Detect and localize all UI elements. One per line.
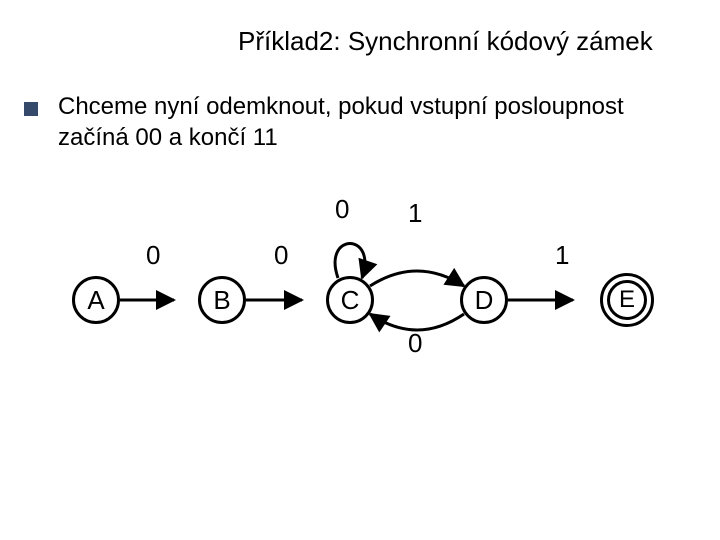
edge-label: 0 bbox=[274, 240, 288, 271]
state-node-a: A bbox=[72, 276, 120, 324]
page-title: Příklad2: Synchronní kódový zámek bbox=[238, 26, 653, 57]
state-node-c: C bbox=[326, 276, 374, 324]
edge-label: 0 bbox=[335, 194, 349, 225]
state-node-d: D bbox=[460, 276, 508, 324]
edge-label: 1 bbox=[555, 240, 569, 271]
state-node-e-inner: E bbox=[607, 280, 647, 320]
edge-label: 0 bbox=[408, 328, 422, 359]
diagram-edges bbox=[0, 0, 720, 540]
state-label: D bbox=[475, 285, 494, 316]
state-node-b: B bbox=[198, 276, 246, 324]
state-label: A bbox=[87, 285, 104, 316]
bullet-square bbox=[24, 102, 38, 116]
state-label: E bbox=[619, 286, 635, 314]
state-label: B bbox=[213, 285, 230, 316]
body-text: Chceme nyní odemknout, pokud vstupní pos… bbox=[58, 92, 638, 153]
state-label: C bbox=[341, 285, 360, 316]
edge-label: 0 bbox=[146, 240, 160, 271]
state-node-e: E bbox=[600, 273, 654, 327]
edge-label: 1 bbox=[408, 198, 422, 229]
